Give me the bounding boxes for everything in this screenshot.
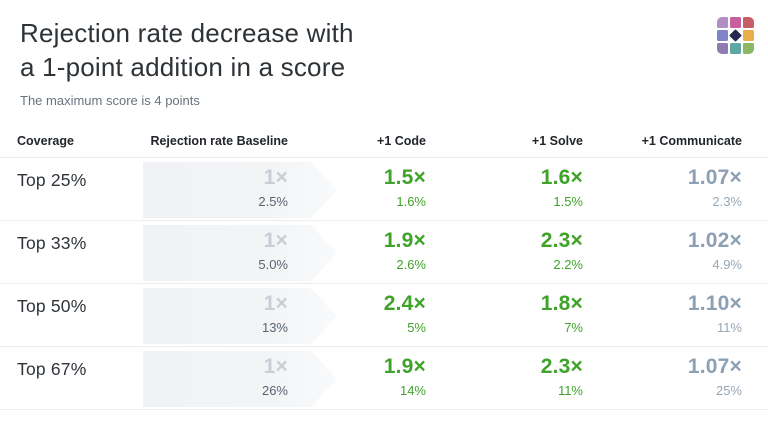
solve-rate: 1.5% — [553, 194, 583, 209]
solve-cell: 1.8× 7% — [426, 284, 583, 346]
code-cell: 2.4× 5% — [337, 284, 426, 346]
column-header-solve: +1 Solve — [531, 134, 583, 148]
communicate-multiplier: 1.10× — [687, 292, 742, 315]
baseline-rate: 13% — [261, 320, 288, 335]
code-multiplier: 1.9× — [383, 229, 426, 252]
logo-tile — [730, 43, 741, 54]
table-header-row: Coverage Rejection rate Baseline +1 Code… — [0, 124, 768, 158]
communicate-cell: 1.02× 4.9% — [583, 221, 742, 283]
communicate-multiplier: 1.02× — [687, 229, 742, 252]
coverage-label: Top 33% — [17, 233, 87, 253]
solve-multiplier: 2.3× — [540, 355, 583, 378]
communicate-rate: 4.9% — [712, 257, 742, 272]
coverage-label: Top 50% — [17, 296, 87, 316]
page-subtitle: The maximum score is 4 points — [20, 93, 200, 108]
coverage-label: Top 25% — [17, 170, 87, 190]
baseline-rate: 26% — [261, 383, 288, 398]
code-cell: 1.9× 14% — [337, 347, 426, 409]
logo-tile — [730, 17, 741, 28]
communicate-rate: 11% — [716, 320, 742, 335]
solve-cell: 1.6× 1.5% — [426, 158, 583, 220]
column-header-communicate: +1 Communicate — [641, 134, 742, 148]
solve-rate: 2.2% — [553, 257, 583, 272]
logo-tile — [743, 43, 754, 54]
coverage-label: Top 67% — [17, 359, 87, 379]
baseline-arrow-shape — [143, 288, 337, 344]
title-line-1: Rejection rate decrease with — [20, 18, 354, 48]
baseline-multiplier: 1× — [263, 292, 288, 315]
communicate-rate: 2.3% — [712, 194, 742, 209]
logo-tile — [743, 17, 754, 28]
solve-multiplier: 2.3× — [540, 229, 583, 252]
communicate-cell: 1.10× 11% — [583, 284, 742, 346]
page-title: Rejection rate decrease with a 1-point ad… — [20, 16, 354, 84]
solve-rate: 11% — [557, 383, 583, 398]
baseline-rate: 2.5% — [258, 194, 288, 209]
baseline-multiplier: 1× — [263, 355, 288, 378]
baseline-multiplier: 1× — [263, 166, 288, 189]
code-rate: 2.6% — [396, 257, 426, 272]
table-row: Top 67% 1× 26% 1.9× 14% 2.3× 11% 1.07× 2… — [0, 347, 768, 410]
baseline-cell: 1× 2.5% — [143, 158, 337, 220]
nine-tile-grid-logo-icon — [717, 17, 754, 54]
communicate-rate: 25% — [715, 383, 742, 398]
logo-tile — [717, 43, 728, 54]
communicate-multiplier: 1.07× — [687, 355, 742, 378]
solve-multiplier: 1.8× — [540, 292, 583, 315]
code-cell: 1.5× 1.6% — [337, 158, 426, 220]
code-cell: 1.9× 2.6% — [337, 221, 426, 283]
baseline-cell: 1× 26% — [143, 347, 337, 409]
code-multiplier: 1.9× — [383, 355, 426, 378]
table-row: Top 25% 1× 2.5% 1.5× 1.6% 1.6× 1.5% 1.07… — [0, 158, 768, 221]
logo-tile — [717, 17, 728, 28]
baseline-rate: 5.0% — [258, 257, 288, 272]
diamond-icon — [729, 29, 742, 42]
code-rate: 1.6% — [396, 194, 426, 209]
baseline-cell: 1× 13% — [143, 284, 337, 346]
column-header-baseline: Rejection rate Baseline — [150, 134, 288, 148]
code-multiplier: 1.5× — [383, 166, 426, 189]
communicate-cell: 1.07× 2.3% — [583, 158, 742, 220]
title-line-2: a 1-point addition in a score — [20, 52, 346, 82]
baseline-multiplier: 1× — [263, 229, 288, 252]
logo-tile — [743, 30, 754, 41]
table-row: Top 33% 1× 5.0% 1.9× 2.6% 2.3× 2.2% 1.02… — [0, 221, 768, 284]
code-rate: 14% — [399, 383, 426, 398]
communicate-multiplier: 1.07× — [687, 166, 742, 189]
solve-multiplier: 1.6× — [540, 166, 583, 189]
baseline-arrow-shape — [143, 225, 337, 281]
column-header-coverage: Coverage — [17, 134, 74, 148]
baseline-arrow-shape — [143, 351, 337, 407]
baseline-arrow-shape — [143, 162, 337, 218]
code-multiplier: 2.4× — [383, 292, 426, 315]
column-header-code: +1 Code — [377, 134, 426, 148]
code-rate: 5% — [407, 320, 426, 335]
logo-diamond-tile — [729, 29, 742, 42]
table-row: Top 50% 1× 13% 2.4× 5% 1.8× 7% 1.10× 11% — [0, 284, 768, 347]
solve-cell: 2.3× 2.2% — [426, 221, 583, 283]
rejection-rate-table: Coverage Rejection rate Baseline +1 Code… — [0, 124, 768, 410]
solve-rate: 7% — [564, 320, 583, 335]
baseline-cell: 1× 5.0% — [143, 221, 337, 283]
logo-tile — [717, 30, 728, 41]
solve-cell: 2.3× 11% — [426, 347, 583, 409]
communicate-cell: 1.07× 25% — [583, 347, 742, 409]
